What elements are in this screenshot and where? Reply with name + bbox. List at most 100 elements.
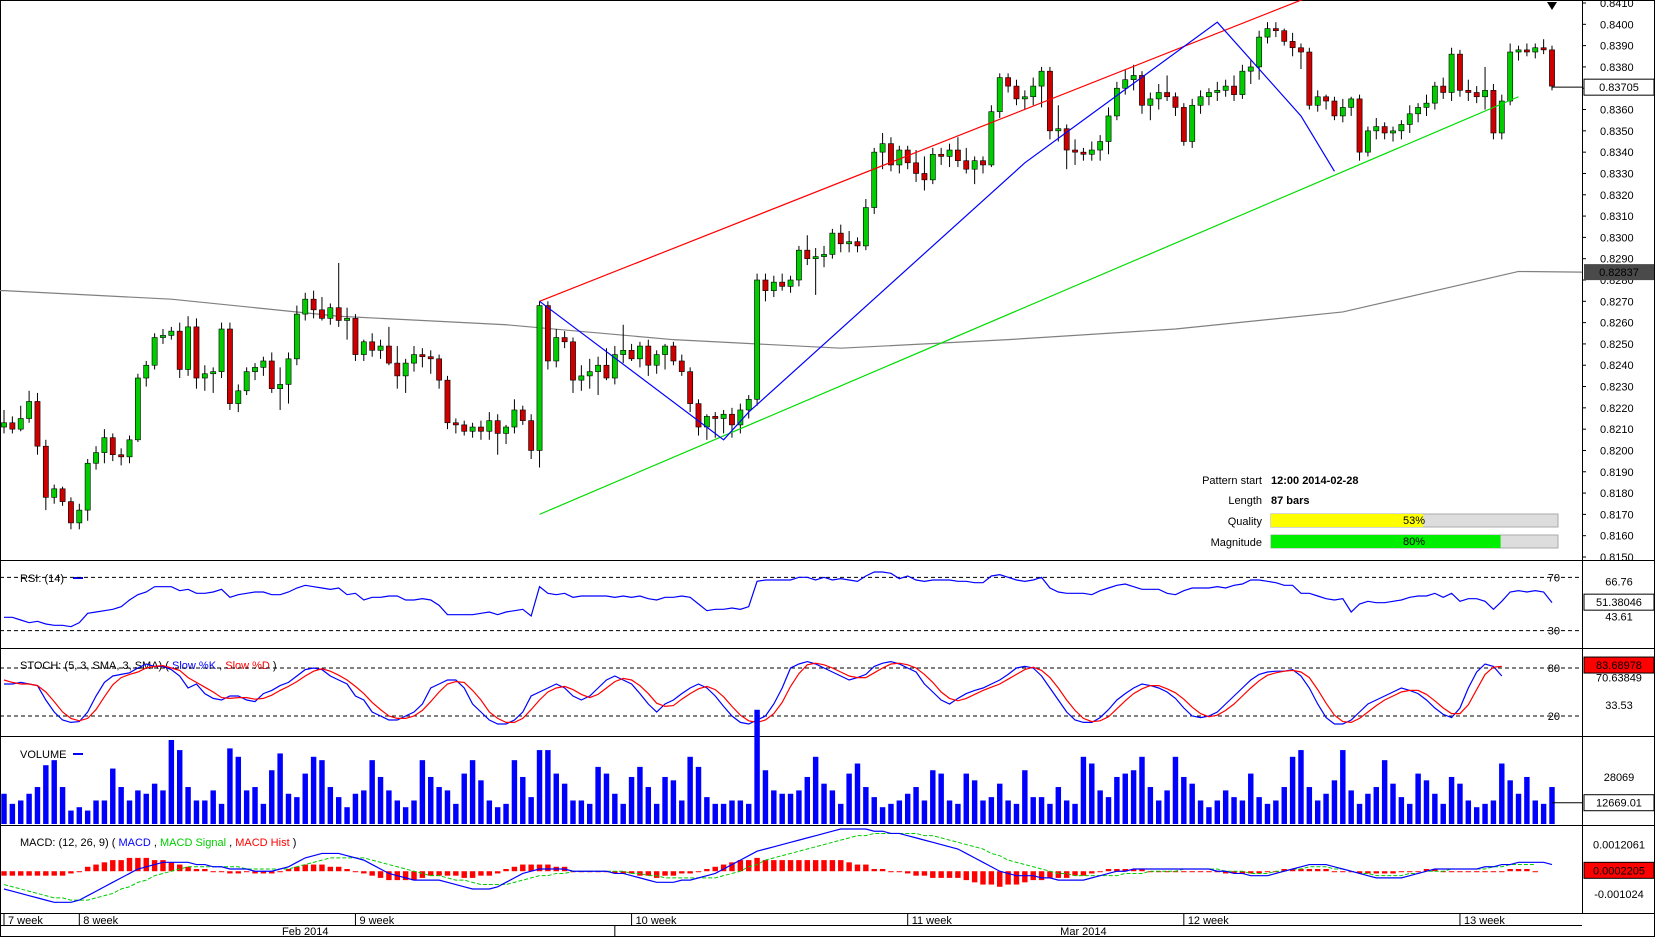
macd-hist-bar	[51, 871, 57, 876]
candle-body	[1482, 90, 1488, 98]
candle-body	[837, 232, 844, 245]
volume-bar	[377, 776, 384, 824]
volume-bar	[771, 790, 777, 824]
volume-bar	[327, 787, 334, 824]
macd-hist-bar	[712, 866, 718, 872]
macd-hist-bar	[1239, 871, 1246, 874]
volume-bar	[1532, 800, 1538, 824]
stoch-legend-open: (	[165, 660, 169, 672]
volume-bar	[1256, 797, 1262, 824]
macd-hist-bar	[68, 871, 74, 874]
macd-hist-bar	[344, 869, 350, 872]
macd-hist-bar	[1314, 869, 1321, 872]
candle-body	[126, 439, 133, 458]
macd-hist-bar	[1423, 869, 1430, 872]
volume-bar	[578, 800, 585, 824]
candle-body	[277, 384, 284, 389]
candle-body	[218, 328, 225, 372]
candle-body	[436, 358, 443, 381]
volume-bar	[118, 787, 124, 824]
macd-hist-bar	[1473, 871, 1480, 873]
candle-body	[252, 367, 258, 372]
volume-bar	[1047, 803, 1053, 824]
volume-bar	[1298, 750, 1304, 824]
volume-bar	[26, 793, 32, 824]
macd-line	[3, 828, 1553, 903]
candle-body	[1063, 128, 1070, 151]
macd-hist-bar	[511, 866, 518, 872]
volume-bar	[687, 756, 693, 824]
candle-body	[302, 298, 309, 315]
pattern-quality-value: 53%	[1403, 515, 1425, 527]
macd-hist-bar	[930, 871, 936, 878]
week-label: 7 week	[8, 915, 43, 927]
candle-body	[235, 390, 242, 404]
pattern-length-label: Length	[1228, 495, 1262, 507]
macd-hist-bar	[854, 864, 861, 872]
macd-hist-bar	[729, 862, 735, 872]
current-price-box	[1583, 78, 1655, 96]
volume-bar	[84, 810, 91, 824]
volume-bar	[1515, 793, 1522, 824]
candle-body	[386, 345, 392, 364]
volume-bar	[921, 800, 928, 824]
candle-body	[737, 409, 744, 426]
volume-bar	[871, 797, 877, 824]
volume-bar	[126, 800, 133, 824]
volume-bar	[1222, 790, 1229, 824]
price-tick-label: 0.8180	[1600, 488, 1634, 500]
macd-hist-bar	[1490, 871, 1497, 873]
pattern-start-label: Pattern start	[1202, 475, 1262, 487]
candle-body	[1465, 90, 1472, 93]
volume-bar	[469, 760, 476, 824]
rsi-level-label: 30	[1548, 626, 1560, 638]
volume-bar	[1390, 783, 1396, 824]
candle-body	[1306, 51, 1313, 106]
volume-bar	[461, 773, 467, 824]
macd-hist-bar	[34, 871, 41, 876]
pattern-start-value: 12:00 2014-02-28	[1271, 475, 1358, 487]
candle-body	[1222, 85, 1229, 91]
candle-body	[645, 345, 652, 366]
candle-body	[151, 337, 158, 366]
stoch-level-label: 80	[1548, 663, 1560, 675]
candle-body	[1498, 100, 1505, 134]
candle-body	[377, 345, 384, 351]
candle-body	[1013, 85, 1020, 100]
macd-hist-bar	[1, 871, 7, 876]
macd-hist-bar	[1407, 871, 1413, 873]
macd-hist-bar	[904, 871, 911, 874]
macd-hist-bar	[921, 871, 928, 876]
candle-body	[628, 350, 635, 360]
candle-body	[1038, 70, 1045, 87]
stoch-lower-value: 33.53	[1605, 700, 1633, 712]
volume-bar	[536, 750, 543, 824]
candle-body	[285, 358, 292, 385]
volume-bar	[1055, 787, 1062, 824]
macd-hist-bar	[469, 871, 476, 878]
macd-hist-bar	[971, 871, 978, 883]
candle-body	[503, 426, 509, 434]
volume-bar	[160, 790, 166, 824]
volume-bar	[1365, 793, 1371, 824]
candle-body	[1272, 28, 1279, 32]
volume-bar	[494, 807, 501, 824]
volume-bar	[135, 790, 141, 824]
candle-body	[1097, 141, 1104, 151]
macd-hist-bar	[176, 864, 183, 872]
volume-bar	[1147, 787, 1154, 824]
macd-hist-bar	[812, 860, 819, 872]
month-label: Feb 2014	[282, 926, 328, 937]
candle-body	[1164, 92, 1170, 98]
macd-panel: MACD: (12, 26, 9) ( MACD , MACD Signal ,…	[1, 828, 1655, 903]
volume-bar	[1289, 756, 1296, 824]
candle-body	[570, 341, 576, 381]
macd-hist-bar	[1072, 871, 1078, 876]
candlesticks	[1, 22, 1555, 530]
candle-body	[360, 341, 367, 355]
candle-body	[84, 462, 91, 511]
macd-hist-bar	[1457, 871, 1463, 873]
candle-body	[369, 341, 376, 351]
candle-body	[745, 399, 752, 411]
macd-hist-bar	[9, 871, 16, 876]
